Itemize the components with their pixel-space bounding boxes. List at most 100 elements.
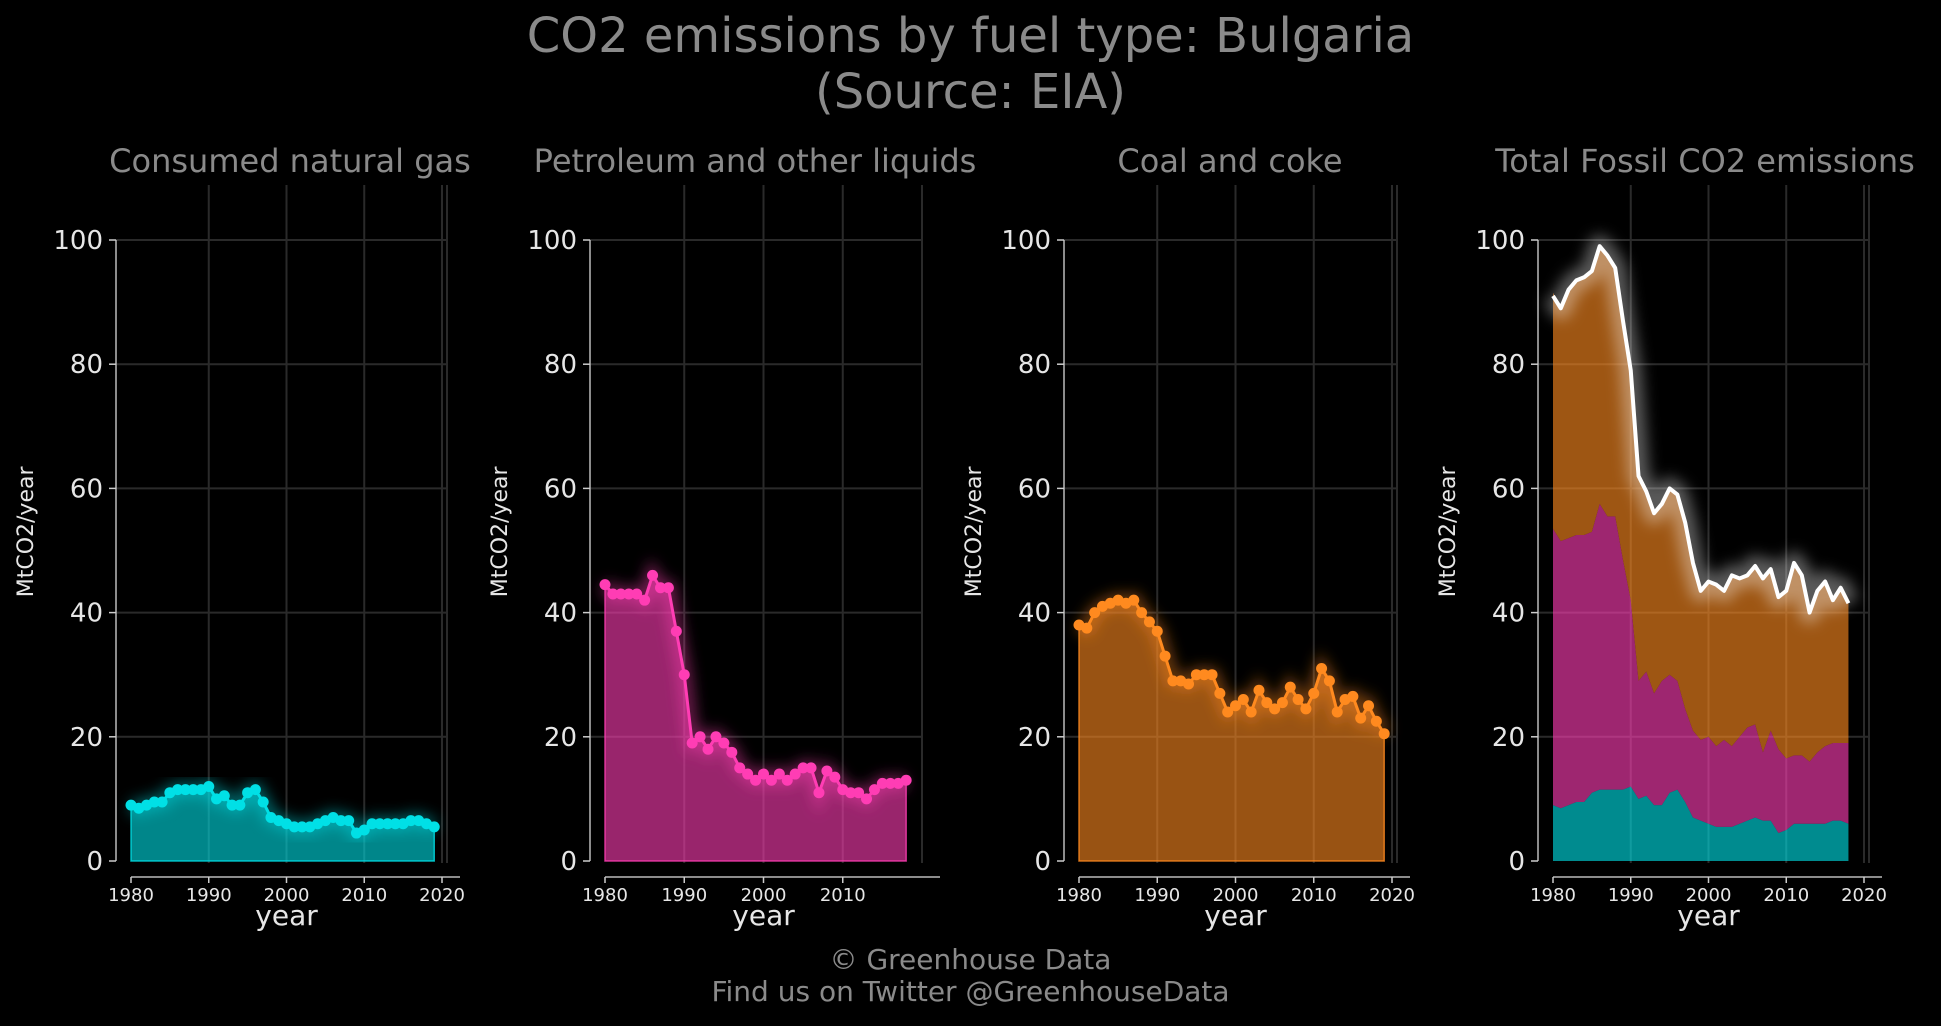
footer: © Greenhouse Data Find us on Twitter @Gr… (0, 944, 1941, 1008)
data-point (789, 768, 801, 780)
data-point (876, 777, 888, 789)
data-point (1214, 687, 1226, 699)
data-point (868, 784, 880, 796)
data-point (1253, 684, 1265, 696)
data-point (758, 768, 769, 780)
data-point (623, 588, 635, 600)
y-tick-label: 40 (1492, 599, 1525, 629)
data-point (218, 790, 230, 802)
data-point (1222, 706, 1234, 718)
data-point (1136, 607, 1148, 619)
y-tick-label: 80 (1018, 350, 1051, 380)
data-point (718, 737, 730, 749)
data-point (853, 787, 865, 799)
y-tick-label: 60 (1018, 474, 1051, 504)
x-tick-label: 1990 (661, 885, 707, 906)
data-point (726, 746, 738, 758)
x-tick-label: 2000 (1686, 885, 1732, 906)
data-point (702, 743, 714, 755)
data-point (389, 818, 401, 830)
data-point (900, 774, 912, 786)
data-point (1128, 594, 1140, 606)
data-point (647, 569, 659, 581)
x-tick-label: 2000 (264, 885, 310, 906)
y-tick-label: 80 (70, 350, 103, 380)
data-point (1276, 697, 1288, 709)
data-point (773, 768, 785, 780)
data-point (781, 774, 793, 786)
data-point (179, 784, 191, 796)
chart-title-block: CO2 emissions by fuel type: Bulgaria (So… (0, 8, 1941, 120)
data-point (1378, 728, 1390, 740)
y-tick-label: 80 (1492, 350, 1525, 380)
data-point (710, 731, 722, 743)
y-tick-label: 0 (86, 847, 103, 877)
y-tick-label: 20 (70, 723, 103, 753)
data-point (203, 780, 215, 792)
data-point (148, 796, 160, 808)
data-point (662, 582, 674, 594)
x-tick-label: 2010 (1291, 885, 1337, 906)
series-area (604, 573, 907, 862)
panel-title: Total Fossil CO2 emissions (1494, 142, 1915, 180)
y-tick-label: 80 (544, 350, 577, 380)
x-tick-label: 2000 (1213, 885, 1259, 906)
data-point (1230, 700, 1241, 712)
y-axis-label: MtCO2/year (14, 466, 39, 598)
data-point (670, 625, 682, 637)
x-axis-label: year (1677, 899, 1740, 932)
x-tick-label: 2020 (419, 885, 465, 906)
data-point (845, 787, 857, 799)
data-point (607, 588, 619, 600)
data-point (343, 815, 355, 827)
y-tick-label: 60 (1492, 474, 1525, 504)
data-point (654, 582, 666, 594)
data-point (366, 818, 378, 830)
data-point (813, 787, 825, 799)
data-point (187, 784, 199, 796)
data-point (1323, 675, 1335, 687)
x-axis-label: year (1204, 899, 1267, 932)
panel-title: Petroleum and other liquids (534, 142, 977, 180)
x-tick-label: 2020 (1369, 885, 1415, 906)
y-tick-label: 20 (544, 723, 577, 753)
data-point (1167, 675, 1179, 687)
data-point (296, 821, 308, 833)
data-point (678, 669, 690, 681)
x-tick-label: 1980 (582, 885, 628, 906)
panel-title: Coal and coke (1117, 142, 1342, 180)
data-point (156, 796, 168, 808)
data-point (1355, 712, 1367, 724)
x-tick-label: 2010 (1763, 885, 1809, 906)
y-tick-label: 60 (544, 474, 577, 504)
x-tick-label: 2000 (741, 885, 787, 906)
x-tick-label: 1980 (1530, 885, 1576, 906)
data-point (639, 594, 651, 606)
data-point (358, 824, 370, 836)
data-point (1143, 616, 1155, 628)
y-tick-label: 100 (1001, 226, 1051, 256)
total-line (1551, 244, 1851, 615)
data-point (288, 821, 300, 833)
data-point (686, 737, 698, 749)
data-point (1081, 622, 1093, 634)
data-point (1261, 697, 1273, 709)
data-point (335, 815, 347, 827)
x-tick-label: 2020 (1841, 885, 1887, 906)
y-tick-label: 0 (1508, 847, 1525, 877)
footer-twitter: Find us on Twitter @GreenhouseData (711, 975, 1230, 1008)
data-point (249, 784, 261, 796)
data-point (1363, 700, 1375, 712)
x-tick-label: 1990 (186, 885, 232, 906)
y-axis-label: MtCO2/year (962, 466, 987, 598)
data-point (1190, 669, 1202, 681)
data-point (1245, 706, 1257, 718)
data-point (599, 579, 611, 591)
data-point (226, 799, 238, 811)
y-tick-label: 0 (1034, 847, 1051, 877)
data-point (750, 774, 762, 786)
y-tick-label: 100 (53, 226, 103, 256)
series-area (1078, 599, 1385, 862)
data-point (1292, 694, 1304, 706)
